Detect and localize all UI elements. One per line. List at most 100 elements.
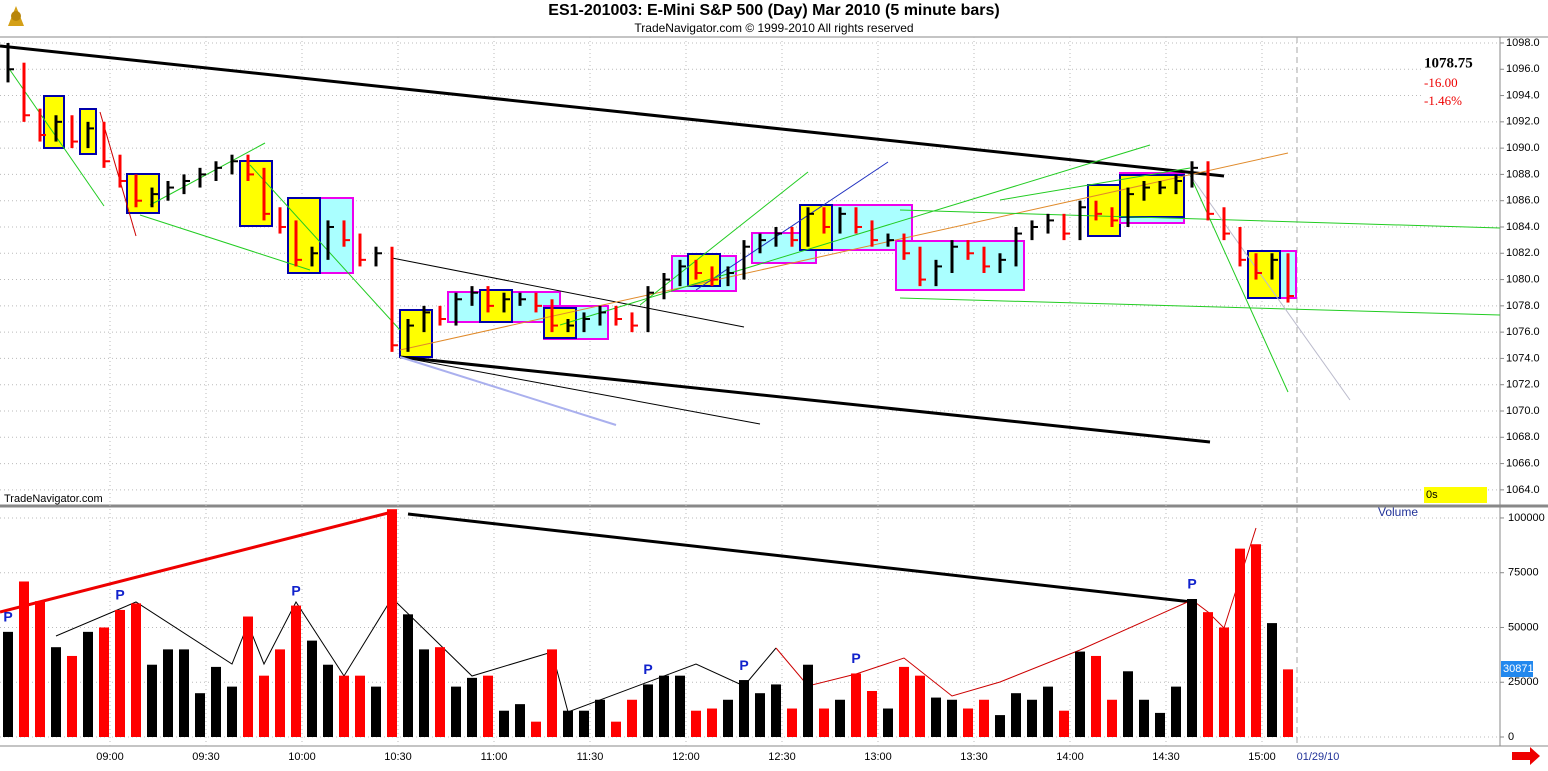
- box: [799, 204, 833, 251]
- box: [43, 95, 65, 149]
- trend-line: [1189, 174, 1351, 401]
- volume-bar: [563, 710, 573, 737]
- volume-bar: [963, 708, 973, 737]
- volume-bar: [419, 649, 429, 737]
- volume-bar: [835, 699, 845, 737]
- x-tick-label: 15:00: [1248, 751, 1276, 763]
- volume-bar: [467, 677, 477, 737]
- volume-bar: [323, 664, 333, 737]
- volume-bar: [99, 627, 109, 737]
- y-tick-label: 1086.0: [1506, 195, 1540, 207]
- scroll-arrow[interactable]: [1512, 747, 1540, 765]
- box: [239, 160, 273, 227]
- volume-bar: [435, 647, 445, 737]
- y-tick-label: 75000: [1508, 567, 1539, 579]
- volume-bar: [1171, 686, 1181, 737]
- volume-bar: [1011, 693, 1021, 737]
- y-tick-label: 25000: [1508, 676, 1539, 688]
- trend-line: [399, 356, 761, 425]
- volume-bar: [515, 704, 525, 737]
- volume-bar: [1139, 699, 1149, 737]
- volume-bar: [803, 664, 813, 737]
- y-tick-label: 1066.0: [1506, 457, 1540, 469]
- y-tick-label: 1082.0: [1506, 247, 1540, 259]
- y-tick-label: 1096.0: [1506, 63, 1540, 75]
- y-tick-label: 1074.0: [1506, 352, 1540, 364]
- volume-bar: [499, 710, 509, 737]
- volume-bar: [19, 581, 29, 737]
- grid: 1064.0 1066.0 1068.0 1070.0 1072.0 1074.0 1076…: [0, 37, 1545, 763]
- volume-bar: [659, 675, 669, 737]
- change-pct: -1.46%: [1424, 93, 1462, 108]
- volume-bar: [1091, 655, 1101, 737]
- y-tick-label: 1090.0: [1506, 142, 1540, 154]
- volume-bar: [1043, 686, 1053, 737]
- volume-bar: [915, 675, 925, 737]
- pivot-label: P: [851, 650, 860, 666]
- volume-bar: [979, 699, 989, 737]
- trend-line: [999, 167, 1191, 201]
- volume-bar: [675, 675, 685, 737]
- volume-bar: [131, 603, 141, 737]
- volume-bar: [195, 693, 205, 737]
- trend-line: [55, 597, 777, 713]
- y-tick-label: 1084.0: [1506, 221, 1540, 233]
- box: [543, 307, 577, 339]
- x-tick-label: 09:30: [192, 751, 220, 763]
- x-tick-label: 12:30: [768, 751, 796, 763]
- volume-bar: [1235, 548, 1245, 737]
- volume-bar: [339, 675, 349, 737]
- volume-bar: [1203, 612, 1213, 737]
- volume-bar: [307, 640, 317, 737]
- chart-title: ES1-201003: E-Mini S&P 500 (Day) Mar 201…: [548, 2, 999, 19]
- y-tick-label: 1070.0: [1506, 405, 1540, 417]
- volume-bar: [547, 649, 557, 737]
- last-volume: 30871: [1503, 663, 1534, 675]
- trend-line: [775, 527, 1257, 697]
- volume-bar: [163, 649, 173, 737]
- date-label: 01/29/10: [1297, 751, 1340, 763]
- y-tick-label: 50000: [1508, 621, 1539, 633]
- volume-bar: [147, 664, 157, 737]
- trend-lines: [0, 44, 1501, 444]
- y-tick-label: 100000: [1508, 512, 1545, 524]
- trend-line: [399, 356, 617, 426]
- x-tick-label: 11:00: [481, 751, 508, 763]
- volume-bar: [51, 647, 61, 737]
- trend-line: [407, 512, 1193, 604]
- volume-bar: [739, 680, 749, 737]
- timer-box: [1424, 487, 1487, 503]
- y-tick-label: 1072.0: [1506, 379, 1540, 391]
- volume-bar: [819, 708, 829, 737]
- marks: P P P P P P P: [3, 42, 1294, 737]
- volume-bar: [1267, 623, 1277, 737]
- volume-bar: [1123, 671, 1133, 737]
- trend-line: [0, 44, 1225, 178]
- volume-bar: [899, 666, 909, 737]
- y-tick-label: 1094.0: [1506, 89, 1540, 101]
- box: [287, 197, 321, 274]
- volume-bar: [227, 686, 237, 737]
- trend-line: [249, 164, 401, 331]
- box: [1119, 174, 1185, 218]
- volume-bar: [483, 675, 493, 737]
- y-tick-label: 1088.0: [1506, 168, 1540, 180]
- box: [1087, 184, 1121, 237]
- box: [479, 289, 513, 323]
- last-price: 1078.75: [1424, 55, 1473, 71]
- change: -16.00: [1424, 75, 1458, 90]
- trend-line: [391, 257, 745, 328]
- watermark: TradeNavigator.com: [4, 493, 103, 505]
- timer: 0s: [1426, 489, 1438, 501]
- trend-line: [399, 355, 1211, 444]
- pivot-label: P: [291, 582, 300, 598]
- volume-bar: [931, 697, 941, 737]
- volume-bar: [531, 721, 541, 737]
- trend-line: [639, 171, 809, 306]
- last-volume-box: [1501, 661, 1533, 677]
- volume-bar: [627, 699, 637, 737]
- y-tick-label: 1080.0: [1506, 273, 1540, 285]
- volume-bar: [35, 601, 45, 737]
- x-tick-label: 12:00: [672, 751, 700, 763]
- volume-bar: [1251, 544, 1261, 737]
